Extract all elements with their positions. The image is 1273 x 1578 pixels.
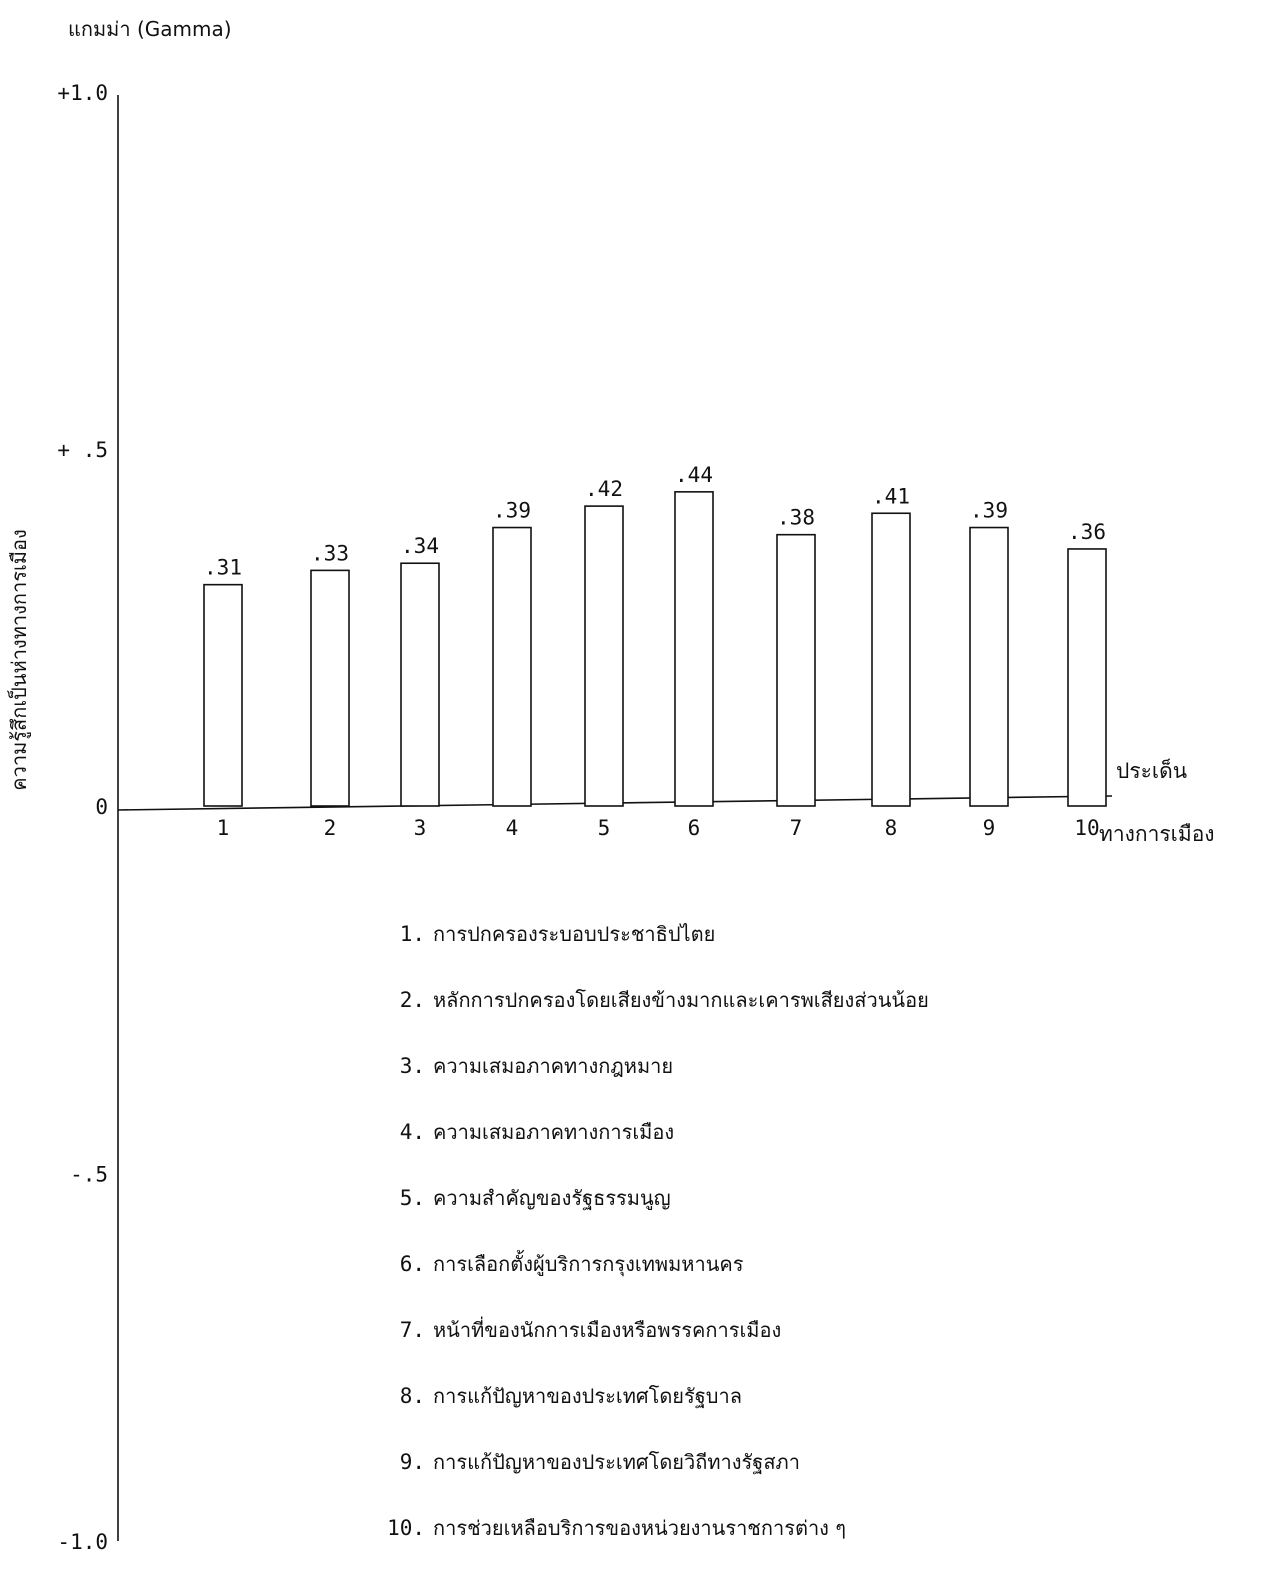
y-tick-label: 0 xyxy=(95,795,108,819)
bar-value-label: .42 xyxy=(585,477,623,501)
x-tick-labels: 1 2 3 4 5 6 7 8 9 10 xyxy=(217,816,1100,840)
x-tick-label: 5 xyxy=(598,816,611,840)
legend-item: 7. หน้าที่ของนักการเมืองหรือพรรคการเมือง xyxy=(355,1314,1235,1380)
legend-item-number: 7. xyxy=(399,1318,425,1342)
issue-legend: 1. การปกครองระบอบประชาธิปไตย 2. หลักการปกคร… xyxy=(355,918,1235,1578)
legend-item-number: 4. xyxy=(399,1120,425,1144)
legend-item-number: 3. xyxy=(399,1054,425,1078)
legend-item-number: 5. xyxy=(399,1186,425,1210)
bar-value-label: .39 xyxy=(493,499,531,523)
legend-item-text: การปกครองระบอบประชาธิปไตย xyxy=(433,922,716,946)
x-tick-label: 4 xyxy=(506,816,519,840)
legend-item: 9. การแก้ปัญหาของประเทศโดยวิถีทางรัฐสภา xyxy=(355,1446,1235,1512)
legend-item-text: ความเสมอภาคทางกฎหมาย xyxy=(433,1054,674,1078)
legend-item-number: 9. xyxy=(399,1450,425,1474)
legend-item-text: การเลือกตั้งผู้บริการกรุงเทพมหานคร xyxy=(433,1252,744,1276)
legend-item-text: ความสำคัญของรัฐธรรมนูญ xyxy=(433,1186,671,1210)
legend-item: 6. การเลือกตั้งผู้บริการกรุงเทพมหานคร xyxy=(355,1248,1235,1314)
bar xyxy=(584,505,624,807)
legend-item: 2. หลักการปกครองโดยเสียงข้างมากและเคารพเส… xyxy=(355,984,1235,1050)
x-axis-title-line1: ประเด็น xyxy=(1116,757,1187,783)
x-tick-label: 9 xyxy=(983,816,996,840)
legend-item: 10. การช่วยเหลือบริการของหน่วยงานราชการต่… xyxy=(355,1512,1235,1578)
bar xyxy=(203,583,243,807)
bar-value-label: .34 xyxy=(401,534,439,558)
legend-item: 8. การแก้ปัญหาของประเทศโดยรัฐบาล xyxy=(355,1380,1235,1446)
bar xyxy=(492,526,532,807)
y-tick-label: + .5 xyxy=(57,438,108,462)
bar xyxy=(310,569,350,807)
y-axis-title-top: แกมม่า (Gamma) xyxy=(68,17,232,41)
bar-value-label: .36 xyxy=(1068,520,1106,544)
legend-item-text: หลักการปกครองโดยเสียงข้างมากและเคารพเสีย… xyxy=(433,988,929,1012)
bar xyxy=(1067,548,1107,807)
legend-item-number: 10. xyxy=(387,1516,425,1540)
bar xyxy=(674,491,714,807)
legend-item-text: ความเสมอภาคทางการเมือง xyxy=(433,1120,675,1144)
bar-value-label: .38 xyxy=(777,506,815,530)
x-tick-label: 8 xyxy=(885,816,898,840)
bars-group: .31 .33 .34 .39 .42 .44 .38 .41 .39 .36 xyxy=(203,463,1107,807)
bar-value-label: .41 xyxy=(872,484,910,508)
legend-item-text: หน้าที่ของนักการเมืองหรือพรรคการเมือง xyxy=(433,1318,782,1342)
bar-value-label: .44 xyxy=(675,463,713,487)
x-axis-title-line2: ทางการเมือง xyxy=(1099,822,1215,846)
x-tick-label: 6 xyxy=(688,816,701,840)
x-tick-label: 7 xyxy=(790,816,803,840)
y-tick-labels: +1.0 + .5 0 -.5 -1.0 xyxy=(57,81,108,1554)
legend-item-number: 6. xyxy=(399,1252,425,1276)
legend-item: 4. ความเสมอภาคทางการเมือง xyxy=(355,1116,1235,1182)
y-axis-title-side: ความรู้สึกเป็นห่างทางการเมือง xyxy=(6,529,32,791)
x-tick-label: 3 xyxy=(414,816,427,840)
bar xyxy=(776,533,816,807)
legend-item-number: 1. xyxy=(399,922,425,946)
y-tick-label: +1.0 xyxy=(57,81,108,105)
legend-item: 1. การปกครองระบอบประชาธิปไตย xyxy=(355,918,1235,984)
legend-item: 3. ความเสมอภาคทางกฎหมาย xyxy=(355,1050,1235,1116)
x-tick-label: 2 xyxy=(324,816,337,840)
legend-item-number: 8. xyxy=(399,1384,425,1408)
legend-item: 5. ความสำคัญของรัฐธรรมนูญ xyxy=(355,1182,1235,1248)
bar-value-label: .31 xyxy=(204,556,242,580)
legend-item-text: การแก้ปัญหาของประเทศโดยวิถีทางรัฐสภา xyxy=(433,1450,800,1474)
bar xyxy=(969,526,1009,807)
bar xyxy=(871,512,911,807)
bar-value-label: .33 xyxy=(311,541,349,565)
y-tick-label: -1.0 xyxy=(57,1530,108,1553)
bar xyxy=(400,562,440,807)
x-tick-label: 10 xyxy=(1074,816,1099,840)
legend-item-number: 2. xyxy=(399,988,425,1012)
legend-item-text: การแก้ปัญหาของประเทศโดยรัฐบาล xyxy=(433,1384,742,1408)
x-tick-label: 1 xyxy=(217,816,230,840)
bar-value-label: .39 xyxy=(970,499,1008,523)
legend-item-text: การช่วยเหลือบริการของหน่วยงานราชการต่าง … xyxy=(433,1516,847,1540)
y-tick-label: -.5 xyxy=(70,1163,108,1187)
